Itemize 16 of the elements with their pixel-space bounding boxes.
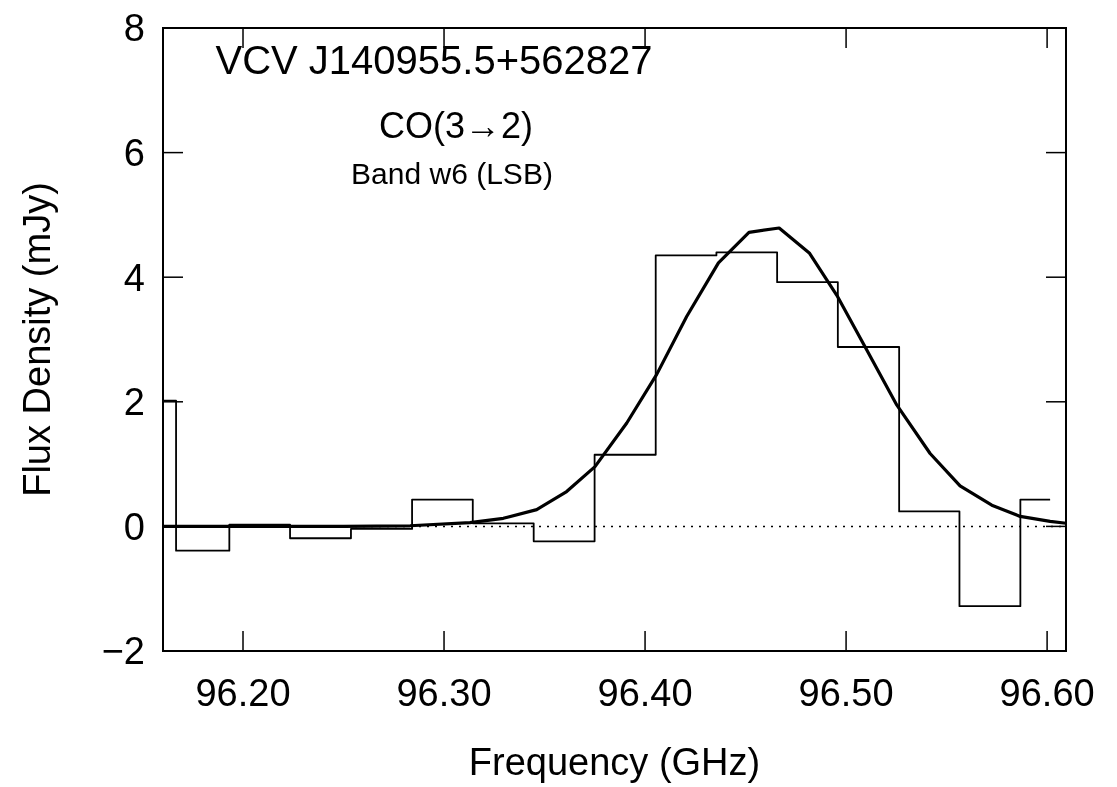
x-tick-label: 96.30 [396, 672, 492, 714]
y-tick-label: 4 [123, 256, 145, 299]
y-tick-label: 6 [123, 131, 145, 174]
text: CO(3→2) [378, 105, 534, 146]
y-axis-title: Flux Density (mJy) [16, 182, 58, 497]
y-tick-label: 8 [123, 7, 145, 50]
x-tick-label: 96.60 [999, 672, 1095, 714]
annotation: Band w6 (LSB) [351, 157, 553, 190]
y-tick-label: 2 [123, 381, 145, 424]
x-axis-title: Frequency (GHz) [468, 741, 761, 783]
x-tick-label: 96.20 [195, 672, 291, 714]
x-tick-label: 96.50 [798, 672, 894, 714]
chart-title: VCV J140955.5+562827 [215, 38, 653, 82]
x-tick-label: 96.40 [597, 672, 693, 714]
y-tick-label: −2 [101, 630, 145, 673]
y-tick-label: 0 [123, 505, 145, 548]
